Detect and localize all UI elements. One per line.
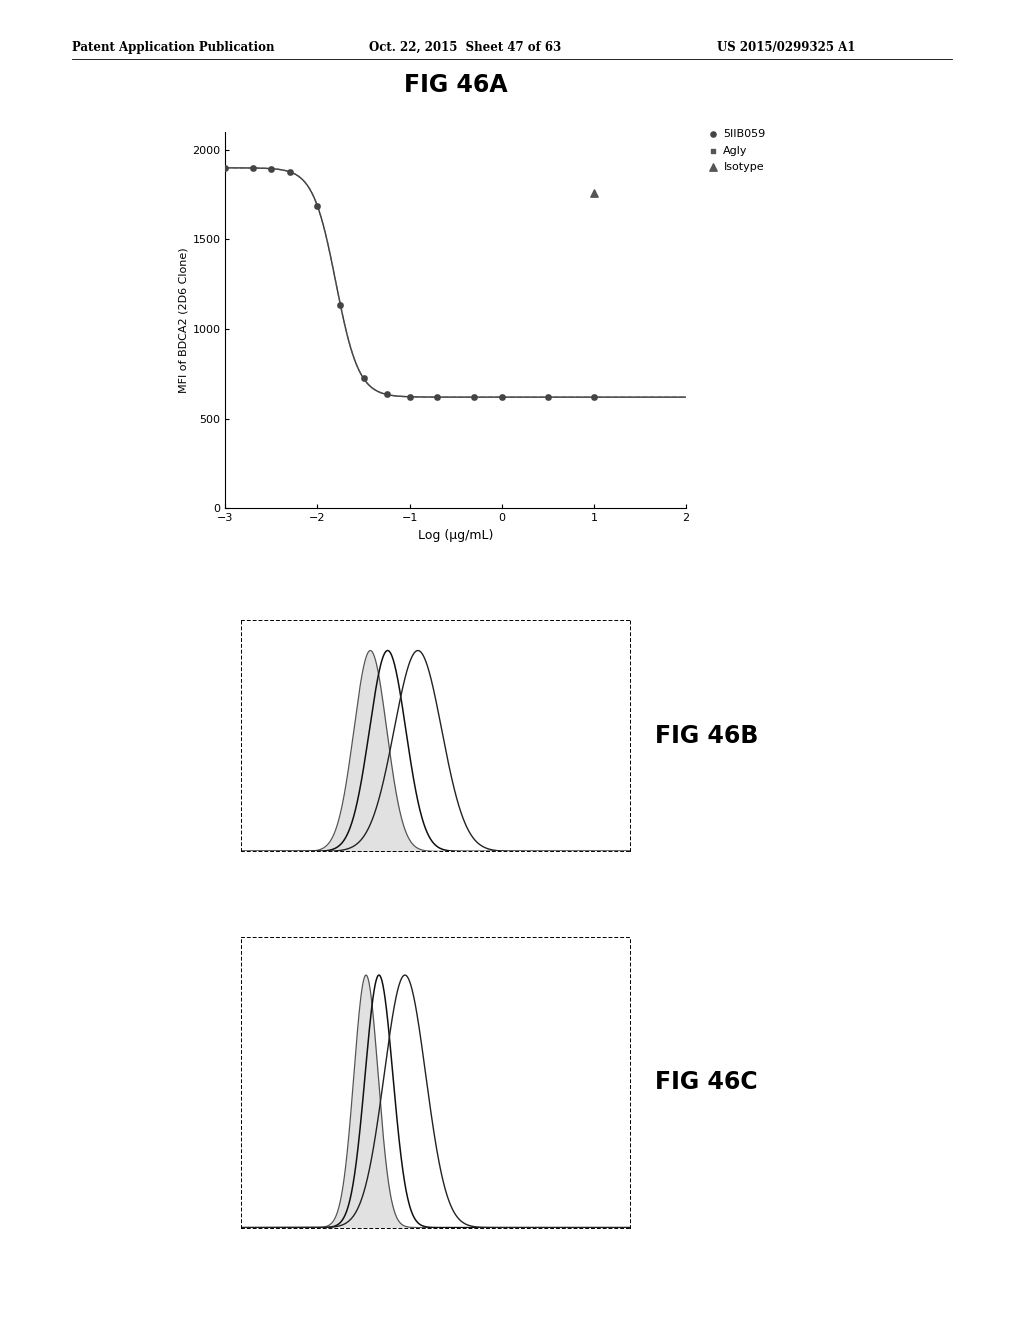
- Legend: 5IIB059, Agly, Isotype: 5IIB059, Agly, Isotype: [705, 124, 770, 177]
- Agly: [429, 387, 445, 408]
- Text: Patent Application Publication: Patent Application Publication: [72, 41, 274, 54]
- 5IIB059: [355, 368, 372, 389]
- 5IIB059: [245, 157, 261, 178]
- Agly: [540, 387, 556, 408]
- Agly: [586, 387, 602, 408]
- Agly: [282, 161, 298, 182]
- 5IIB059: [379, 384, 395, 405]
- Text: US 2015/0299325 A1: US 2015/0299325 A1: [717, 41, 855, 54]
- 5IIB059: [217, 157, 233, 178]
- Agly: [245, 157, 261, 178]
- 5IIB059: [282, 161, 298, 182]
- 5IIB059: [333, 294, 349, 315]
- Agly: [401, 387, 418, 408]
- Agly: [494, 387, 510, 408]
- Text: FIG 46A: FIG 46A: [403, 73, 508, 96]
- Agly: [217, 157, 233, 178]
- Y-axis label: MFI of BDCA2 (2D6 Clone): MFI of BDCA2 (2D6 Clone): [178, 247, 188, 393]
- Agly: [466, 387, 482, 408]
- Text: FIG 46B: FIG 46B: [655, 723, 758, 748]
- Agly: [309, 195, 326, 216]
- X-axis label: Log (μg/mL): Log (μg/mL): [418, 528, 494, 541]
- Isotype: [586, 182, 602, 203]
- 5IIB059: [401, 387, 418, 408]
- 5IIB059: [586, 387, 602, 408]
- Text: Oct. 22, 2015  Sheet 47 of 63: Oct. 22, 2015 Sheet 47 of 63: [369, 41, 561, 54]
- Agly: [379, 384, 395, 405]
- 5IIB059: [309, 195, 326, 216]
- Text: FIG 46C: FIG 46C: [655, 1071, 758, 1094]
- 5IIB059: [466, 387, 482, 408]
- Agly: [333, 294, 349, 315]
- 5IIB059: [540, 387, 556, 408]
- 5IIB059: [429, 387, 445, 408]
- 5IIB059: [263, 158, 280, 180]
- 5IIB059: [494, 387, 510, 408]
- Agly: [263, 158, 280, 180]
- Agly: [355, 368, 372, 389]
